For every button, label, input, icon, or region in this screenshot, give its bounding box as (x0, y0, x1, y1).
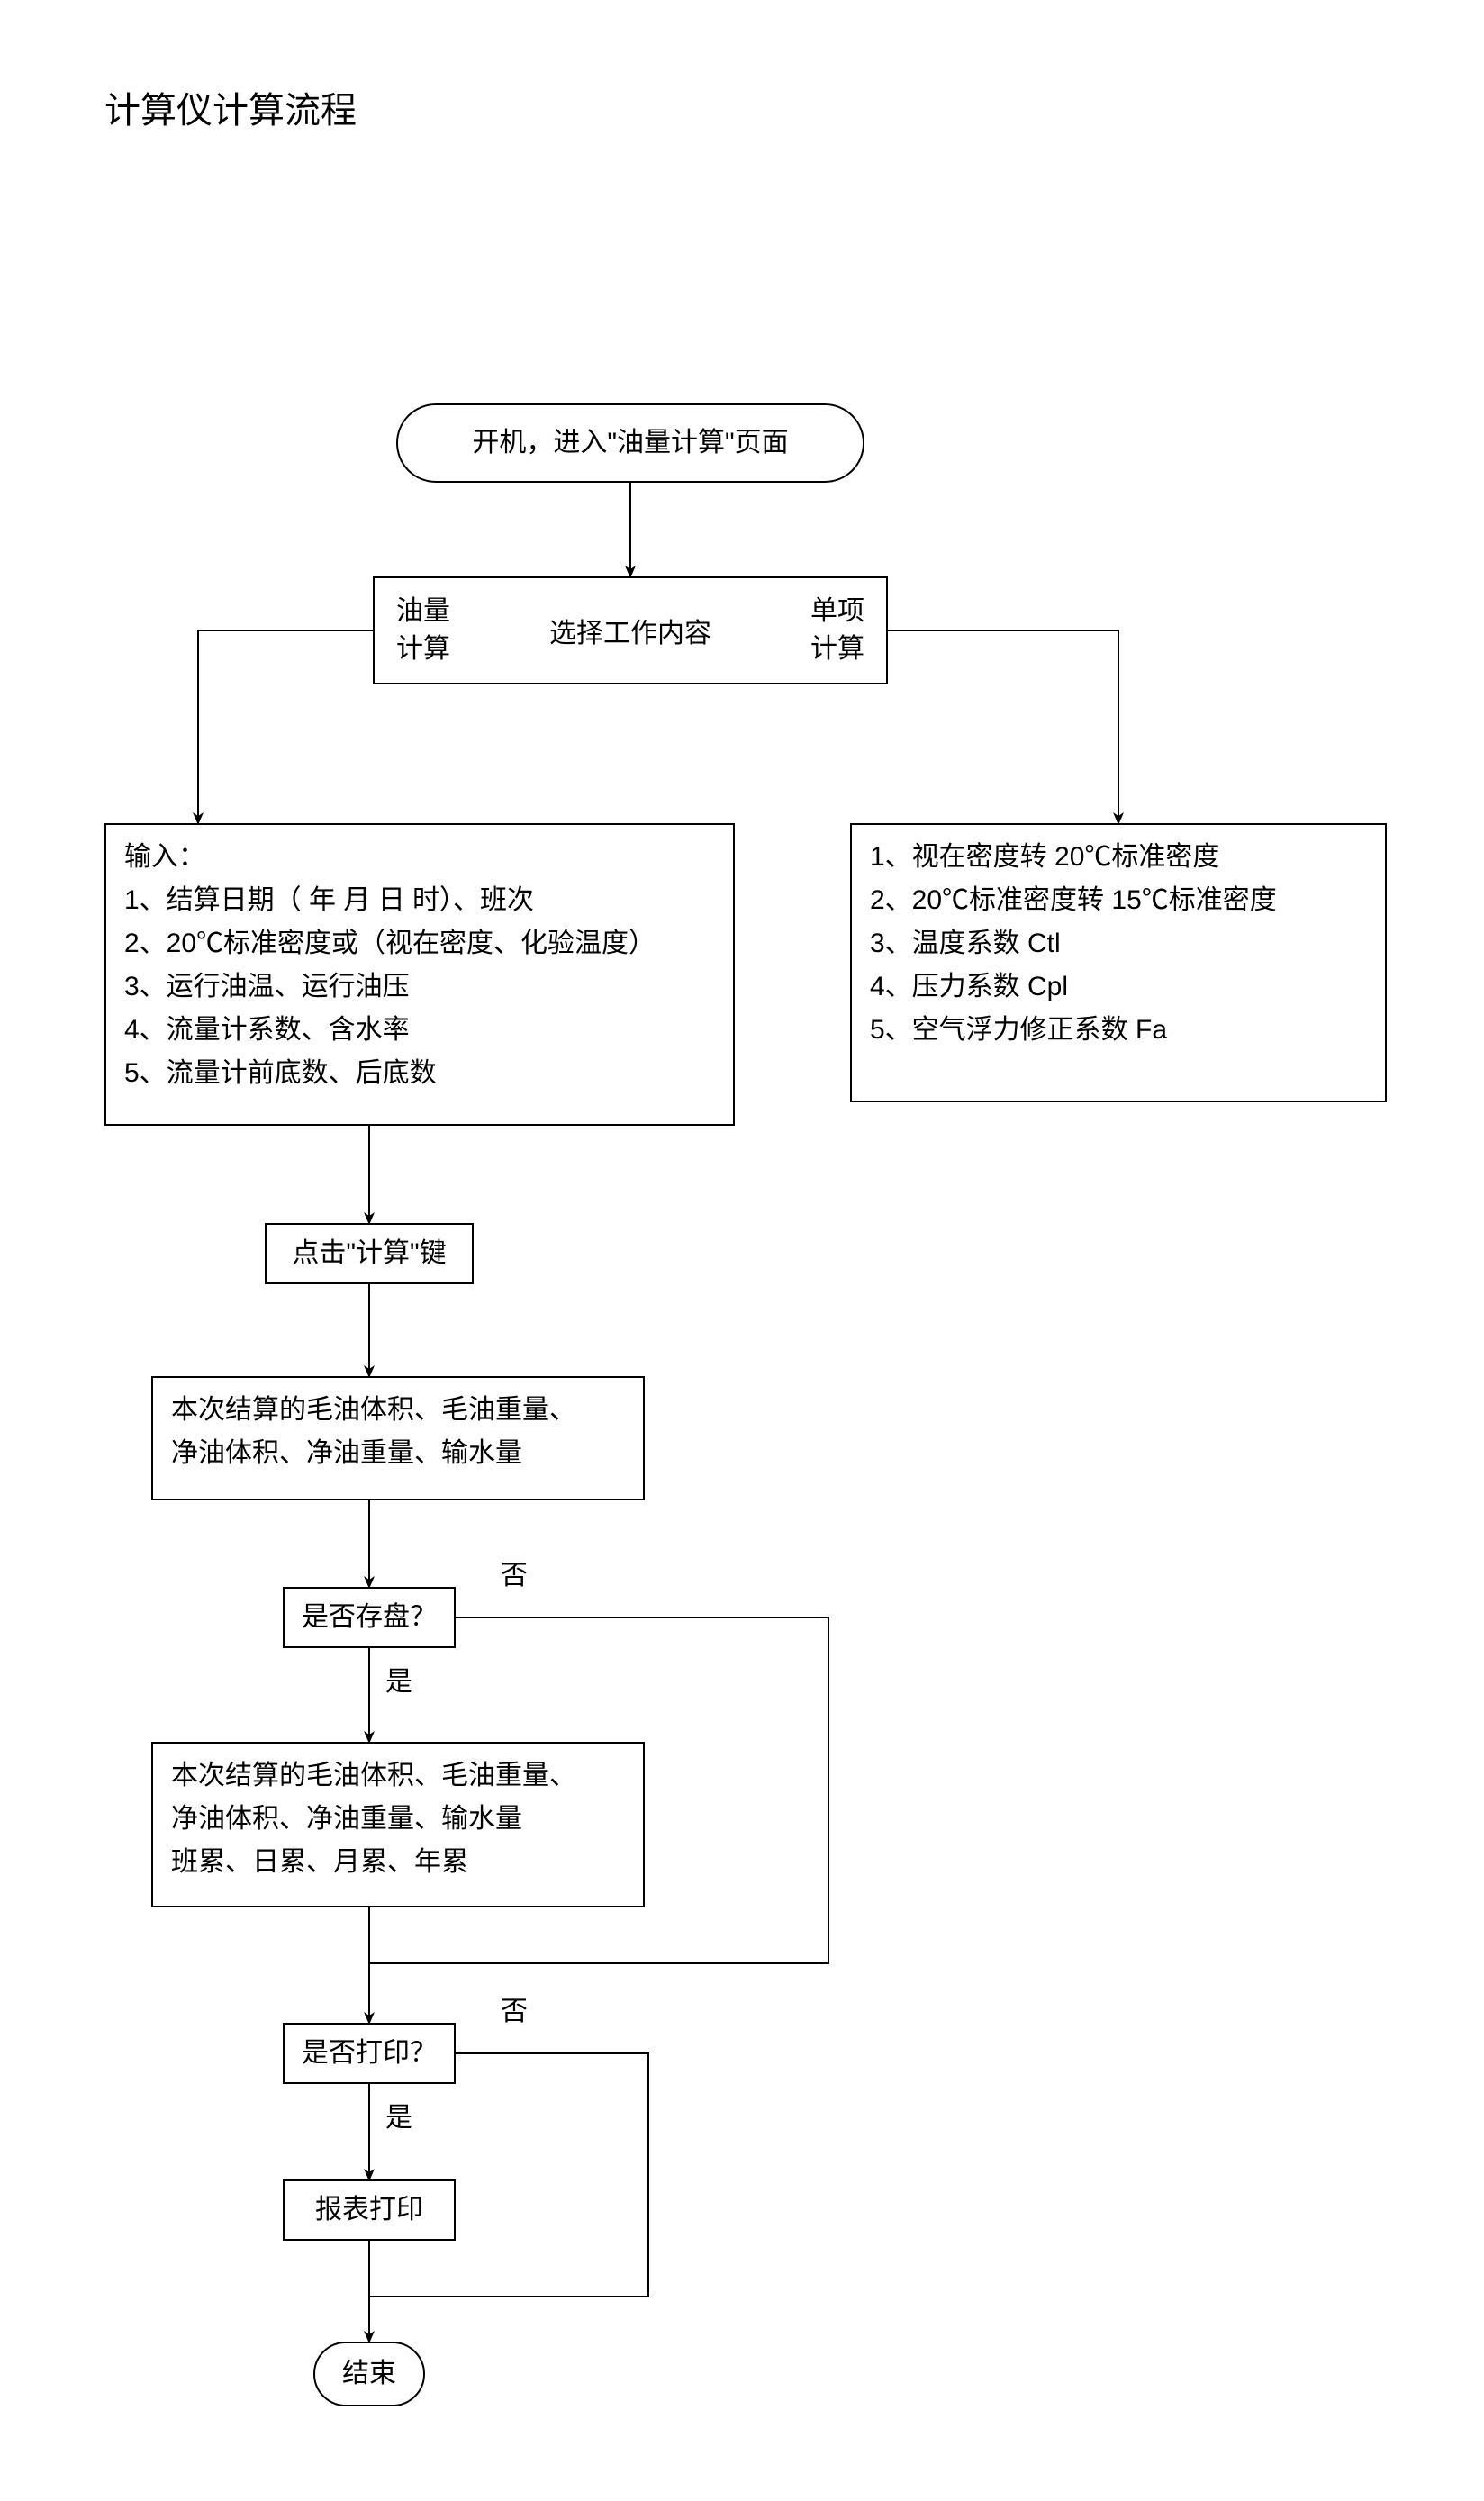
result1-line-0: 本次结算的毛油体积、毛油重量、 (171, 1389, 625, 1432)
result1-box: 本次结算的毛油体积、毛油重量、 净油体积、净油重量、输水量 (151, 1376, 645, 1500)
label-save-yes: 是 (385, 1659, 412, 1699)
input-line-2: 2、20℃标准密度或（视在密度、化验温度） (124, 922, 715, 965)
select-left-label: 油量 计算 (396, 593, 450, 668)
select-work-box: 油量 计算 选择工作内容 单项 计算 (373, 576, 888, 684)
single-line-0: 1、视在密度转 20℃标准密度 (870, 836, 1367, 879)
single-line-2: 3、温度系数 Ctl (870, 922, 1367, 965)
input-box: 输入： 1、结算日期（ 年 月 日 时）、班次 2、20℃标准密度或（视在密度、… (104, 823, 735, 1126)
print-box: 报表打印 (283, 2179, 456, 2241)
select-right-label: 单项 计算 (810, 593, 864, 668)
select-center-label: 选择工作内容 (450, 611, 810, 650)
input-line-3: 3、运行油温、运行油压 (124, 965, 715, 1009)
print-text: 报表打印 (315, 2188, 423, 2232)
result2-box: 本次结算的毛油体积、毛油重量、 净油体积、净油重量、输水量 班累、日累、月累、年… (151, 1742, 645, 1907)
save-question-text: 是否存盘？ (302, 1596, 437, 1639)
label-save-no: 否 (501, 1553, 528, 1592)
edge-printq-no-bypass (369, 2053, 648, 2297)
single-calc-box: 1、视在密度转 20℃标准密度 2、20℃标准密度转 15℃标准密度 3、温度系… (850, 823, 1387, 1102)
input-line-1: 1、结算日期（ 年 月 日 时）、班次 (124, 879, 715, 922)
calc-button-text: 点击"计算"键 (292, 1232, 446, 1275)
page-title: 计算仪计算流程 (104, 81, 357, 133)
result1-line-1: 净油体积、净油重量、输水量 (171, 1432, 625, 1475)
single-line-4: 5、空气浮力修正系数 Fa (870, 1009, 1367, 1052)
input-line-5: 5、流量计前底数、后底数 (124, 1052, 715, 1095)
input-line-0: 输入： (124, 836, 715, 879)
input-line-4: 4、流量计系数、含水率 (124, 1009, 715, 1052)
result2-line-0: 本次结算的毛油体积、毛油重量、 (171, 1754, 625, 1798)
result2-line-2: 班累、日累、月累、年累 (171, 1841, 625, 1884)
calc-button-box: 点击"计算"键 (265, 1223, 474, 1284)
label-print-no: 否 (501, 1989, 528, 2028)
connectors-svg (0, 0, 1484, 2501)
edge-select-left-to-input (198, 630, 373, 823)
single-line-3: 4、压力系数 Cpl (870, 965, 1367, 1009)
save-question-box: 是否存盘？ (283, 1587, 456, 1648)
start-text: 开机，进入"油量计算"页面 (472, 421, 788, 465)
single-line-1: 2、20℃标准密度转 15℃标准密度 (870, 879, 1367, 922)
end-text: 结束 (342, 2352, 396, 2396)
label-print-yes: 是 (385, 2095, 412, 2134)
end-terminator: 结束 (313, 2342, 425, 2406)
start-terminator: 开机，进入"油量计算"页面 (396, 403, 864, 483)
print-question-text: 是否打印？ (302, 2032, 437, 2075)
edge-select-right-to-single (888, 630, 1118, 823)
print-question-box: 是否打印？ (283, 2023, 456, 2084)
result2-line-1: 净油体积、净油重量、输水量 (171, 1798, 625, 1841)
